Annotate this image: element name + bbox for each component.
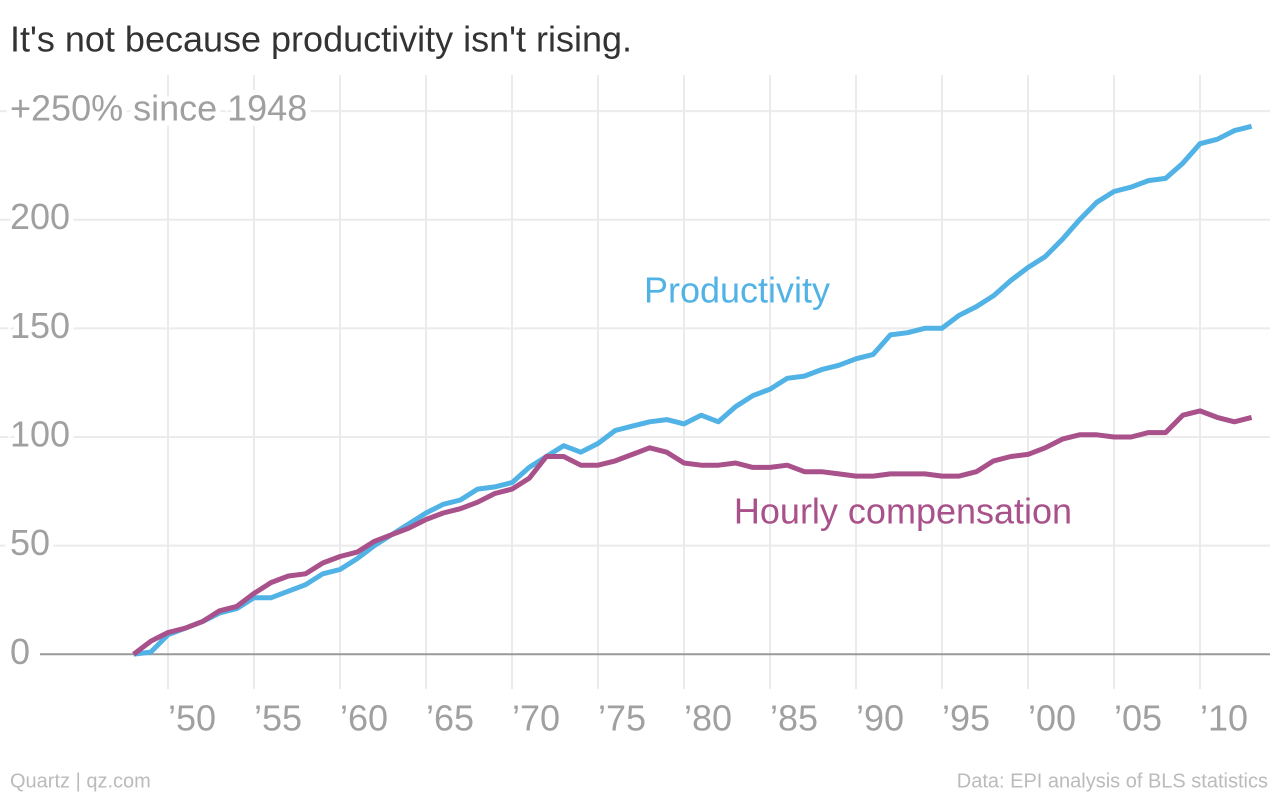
y-tick-label: 50	[10, 522, 50, 563]
data-line	[133, 123, 1253, 657]
source-right: Data: EPI analysis of BLS statistics	[957, 770, 1268, 792]
series-label: Hourly compensation	[734, 491, 1072, 532]
x-tick-label: ’70	[512, 698, 560, 739]
series-label: Productivity	[644, 270, 830, 311]
x-tick-label: ’85	[770, 698, 818, 739]
x-tick-label: ’75	[598, 698, 646, 739]
x-tick-label: ’65	[426, 698, 474, 739]
x-tick-label: ’80	[684, 698, 732, 739]
x-tick-label: ’55	[254, 698, 302, 739]
x-tick-label: ’05	[1114, 698, 1162, 739]
x-tick-label: ’60	[340, 698, 388, 739]
x-tick-label: ’50	[168, 698, 216, 739]
y-tick-label: 200	[10, 196, 70, 237]
x-tick-label: ’10	[1200, 698, 1248, 739]
x-tick-label: ’00	[1028, 698, 1076, 739]
x-tick-label: ’95	[942, 698, 990, 739]
chart-title: It's not because productivity isn't risi…	[10, 19, 632, 60]
y-tick-label: +250% since 1948	[10, 88, 307, 129]
source-left: Quartz | qz.com	[10, 770, 151, 792]
data-line	[132, 408, 1253, 657]
y-tick-label: 150	[10, 305, 70, 346]
x-tick-label: ’90	[856, 698, 904, 739]
y-tick-label: 100	[10, 413, 70, 454]
y-tick-label: 0	[10, 631, 30, 672]
